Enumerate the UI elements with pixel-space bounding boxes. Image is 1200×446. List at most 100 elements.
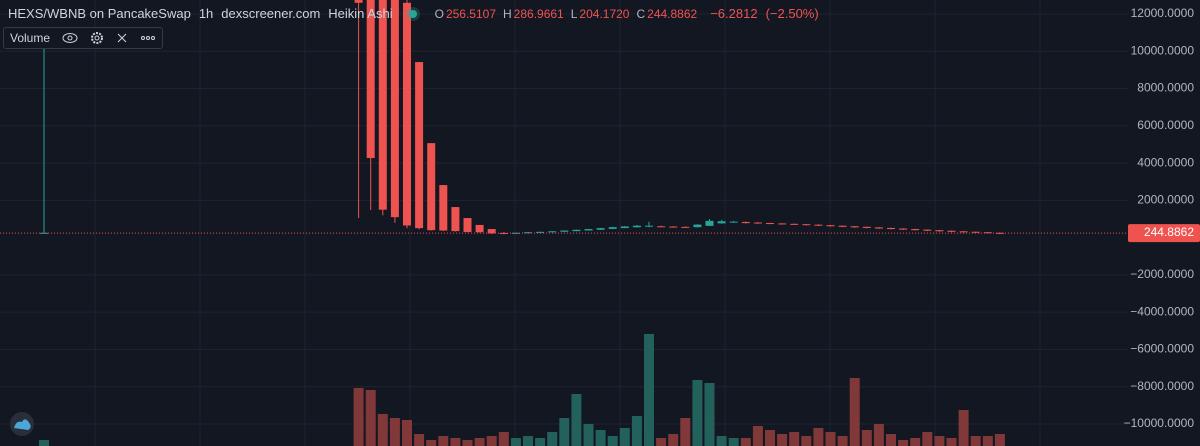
price-axis: 12000.0000 10000.0000 8000.0000 6000.0000 40… [1124, 6, 1200, 430]
volume-bar [740, 438, 751, 446]
volume-bar [595, 430, 606, 446]
candle-body [645, 225, 653, 227]
interval[interactable]: 1h [198, 6, 214, 21]
volume-bar [450, 438, 461, 446]
volume-bar [523, 436, 533, 446]
y-tick-label: 4000.0000 [1137, 155, 1194, 169]
candle-body [850, 226, 859, 228]
candle-body [403, 2, 411, 226]
volume-bar [861, 430, 872, 446]
volume-bar [426, 440, 437, 446]
chart-style[interactable]: Heikin Ashi [328, 6, 393, 21]
volume-bar [377, 414, 388, 446]
more-icon[interactable] [140, 32, 156, 44]
candle-body [415, 62, 424, 229]
last-price-box [1128, 224, 1200, 243]
volume-bar [946, 438, 957, 446]
volume-label: Volume [10, 31, 51, 45]
y-tick-label: −6000.0000 [1130, 342, 1194, 356]
volume-bar [462, 440, 473, 446]
candle-body [959, 231, 968, 233]
volume-bar [631, 416, 642, 446]
y-tick-label: 8000.0000 [1137, 81, 1194, 95]
candle-body [899, 228, 908, 230]
volume-bar [801, 436, 812, 446]
volume-bar [886, 434, 896, 446]
last-price-label: 244.8862 [1144, 225, 1194, 239]
volume-bar [934, 436, 945, 446]
candle-body [632, 225, 641, 228]
candle-body [608, 227, 617, 229]
volume-bar [438, 436, 449, 446]
logo-icon [14, 419, 31, 430]
volume-bar [498, 432, 509, 446]
y-tick-label: −10000.0000 [1124, 416, 1195, 430]
volume-bar [813, 428, 824, 446]
volume-bar [958, 410, 969, 446]
change-percent: (−2.50%) [765, 6, 819, 21]
volume-bar [752, 426, 763, 446]
candle-body [729, 221, 738, 223]
settings-icon[interactable] [90, 31, 104, 45]
change: −6.2812 [710, 6, 758, 21]
y-tick-label: 10000.0000 [1131, 43, 1195, 57]
candle-body [838, 225, 847, 227]
candle-body [451, 207, 460, 232]
ohlc-legend: O 256.5107 H 286.9661 L 204.1720 C 244.8862 [435, 7, 703, 21]
volume-bar [607, 436, 618, 446]
volume-bar [777, 434, 788, 446]
candle-body [427, 143, 436, 231]
pair-title: HEXS/WBNB on PancakeSwap [8, 6, 191, 21]
volume-bar [474, 438, 485, 446]
volume-bar [910, 438, 921, 446]
candle-body [439, 185, 448, 231]
candle-body [378, 0, 387, 210]
candle-body [366, 0, 375, 159]
volume-bar [922, 432, 933, 446]
volume-bar [486, 436, 497, 446]
eye-icon[interactable] [62, 32, 78, 44]
candle-body [887, 227, 895, 230]
candle-body [971, 231, 980, 233]
candle-body [741, 221, 750, 224]
candle-body [911, 229, 920, 231]
volume-bar [837, 436, 848, 446]
volume-bar [535, 438, 546, 446]
ohlc-key: H [503, 6, 512, 21]
candle-body [681, 226, 690, 228]
ohlc-value: 244.8862 [647, 6, 698, 21]
source: dexscreener.com [221, 6, 321, 21]
status-dot [408, 9, 417, 18]
y-tick-label: −2000.0000 [1130, 267, 1194, 281]
grid [0, 0, 1128, 446]
volume-bar [571, 394, 582, 446]
candle-body [572, 229, 581, 232]
ohlc-value: 286.9661 [513, 6, 564, 21]
volume-bar [692, 380, 703, 446]
candle-body [475, 224, 484, 233]
volume-bar [704, 383, 715, 446]
ohlc-key: L [570, 6, 578, 21]
candle-body [693, 224, 702, 228]
y-tick-label: 2000.0000 [1137, 193, 1194, 207]
volume-bar [39, 440, 49, 446]
candle-body [790, 223, 799, 225]
remove-icon[interactable] [116, 32, 128, 44]
candle-body [499, 232, 508, 234]
ohlc-value: 204.1720 [579, 6, 630, 21]
volume-bar [656, 438, 667, 446]
candle-body [947, 230, 956, 232]
volume-bar [728, 438, 739, 446]
volume-bar [414, 434, 425, 446]
volume-legend: Volume [3, 27, 164, 49]
candle-body [826, 225, 835, 227]
volume-bar [668, 434, 679, 446]
volume-bar [365, 390, 376, 446]
candle-body [778, 223, 787, 225]
ohlc-key: C [636, 6, 646, 21]
volume-bar [982, 436, 993, 446]
y-tick-label: 12000.0000 [1131, 6, 1195, 20]
candle-body [487, 229, 496, 234]
volume-pane [39, 334, 1005, 446]
volume-bar [353, 388, 364, 446]
